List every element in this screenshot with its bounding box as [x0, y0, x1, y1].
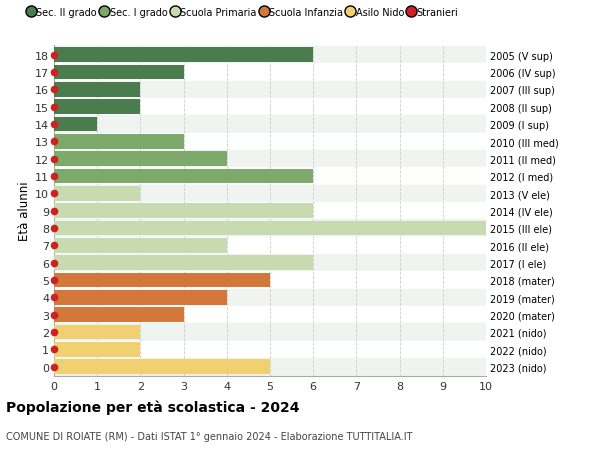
- Bar: [54, 325, 140, 340]
- Bar: [54, 358, 486, 375]
- Bar: [54, 83, 140, 97]
- Y-axis label: Età alunni: Età alunni: [18, 181, 31, 241]
- Bar: [54, 151, 486, 168]
- Bar: [54, 341, 486, 358]
- Bar: [54, 290, 227, 305]
- Bar: [54, 185, 486, 202]
- Bar: [54, 221, 486, 236]
- Bar: [54, 99, 486, 116]
- Bar: [54, 202, 486, 220]
- Bar: [54, 117, 97, 132]
- Bar: [54, 238, 227, 253]
- Bar: [54, 256, 313, 270]
- Bar: [54, 81, 486, 99]
- Bar: [54, 308, 184, 322]
- Bar: [54, 359, 270, 374]
- Bar: [54, 342, 140, 357]
- Text: Popolazione per età scolastica - 2024: Popolazione per età scolastica - 2024: [6, 399, 299, 414]
- Bar: [54, 116, 486, 133]
- Bar: [54, 220, 486, 237]
- Bar: [54, 272, 486, 289]
- Bar: [54, 168, 486, 185]
- Bar: [54, 134, 184, 149]
- Bar: [54, 237, 486, 254]
- Bar: [54, 100, 140, 115]
- Bar: [54, 306, 486, 324]
- Bar: [54, 273, 270, 288]
- Bar: [54, 186, 140, 201]
- Bar: [54, 204, 313, 218]
- Bar: [54, 133, 486, 151]
- Bar: [54, 152, 227, 167]
- Bar: [54, 289, 486, 306]
- Bar: [54, 64, 486, 81]
- Text: COMUNE DI ROIATE (RM) - Dati ISTAT 1° gennaio 2024 - Elaborazione TUTTITALIA.IT: COMUNE DI ROIATE (RM) - Dati ISTAT 1° ge…: [6, 431, 413, 442]
- Legend: Sec. II grado, Sec. I grado, Scuola Primaria, Scuola Infanzia, Asilo Nido, Stran: Sec. II grado, Sec. I grado, Scuola Prim…: [29, 8, 458, 18]
- Bar: [54, 169, 313, 184]
- Bar: [54, 324, 486, 341]
- Bar: [54, 48, 313, 63]
- Bar: [54, 254, 486, 272]
- Bar: [54, 47, 486, 64]
- Bar: [54, 65, 184, 80]
